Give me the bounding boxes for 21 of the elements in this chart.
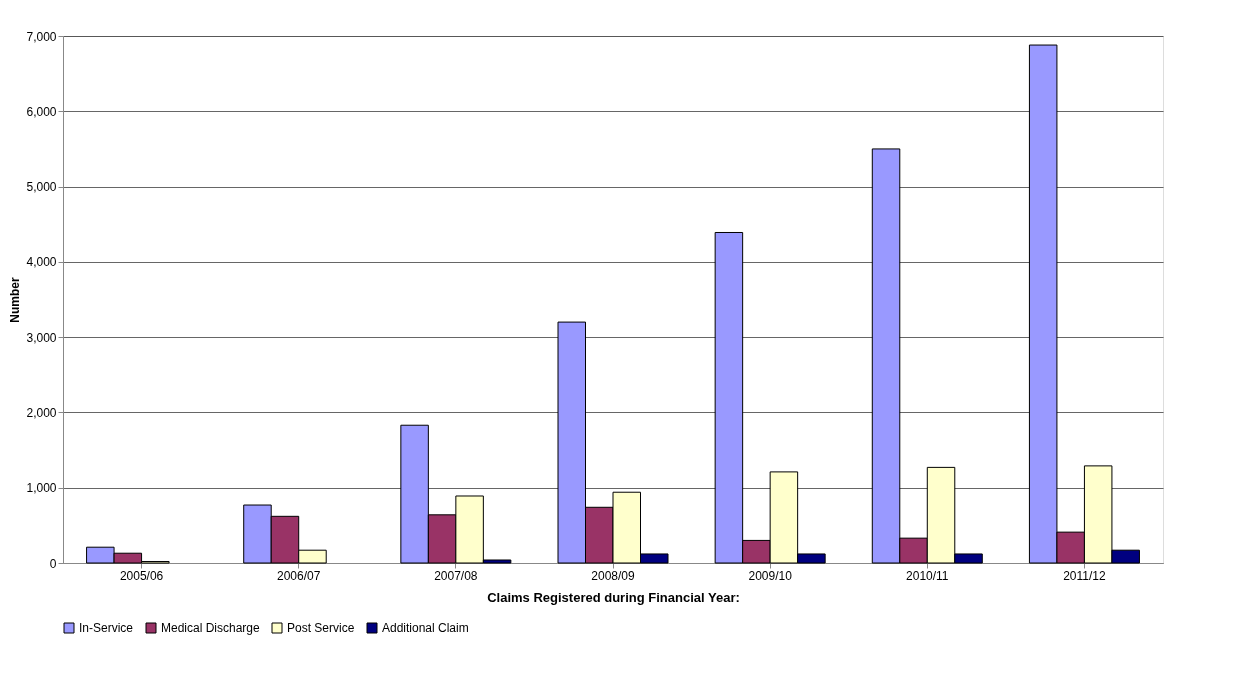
x-axis-title: Claims Registered during Financial Year: xyxy=(487,589,740,605)
y-tick-label: 0 xyxy=(49,556,57,571)
legend-label: Medical Discharge xyxy=(161,621,261,635)
y-tick-label: 6,000 xyxy=(26,104,57,119)
y-tick-label: 5,000 xyxy=(26,180,57,195)
x-tick-label: 2008/09 xyxy=(591,568,636,583)
y-tick-label: 4,000 xyxy=(26,255,57,270)
x-tick-label: 2010/11 xyxy=(906,568,949,583)
x-tick-label: 2006/07 xyxy=(277,568,321,583)
y-tick-label: 2,000 xyxy=(26,405,57,420)
y-tick-label: 3,000 xyxy=(26,330,57,345)
legend-label: In-Service xyxy=(79,621,134,635)
y-tick-label: 1,000 xyxy=(26,481,57,496)
x-tick-label: 2009/10 xyxy=(748,568,793,583)
x-tick-label: 2011/12 xyxy=(1063,568,1106,583)
y-axis-title: Number xyxy=(8,277,23,323)
x-tick-label: 2007/08 xyxy=(434,568,478,583)
x-tick-label: 2005/06 xyxy=(119,568,164,583)
legend-label: Additional Claim xyxy=(382,621,469,635)
legend-label: Post Service xyxy=(287,621,355,635)
y-tick-label: 7,000 xyxy=(26,29,57,44)
